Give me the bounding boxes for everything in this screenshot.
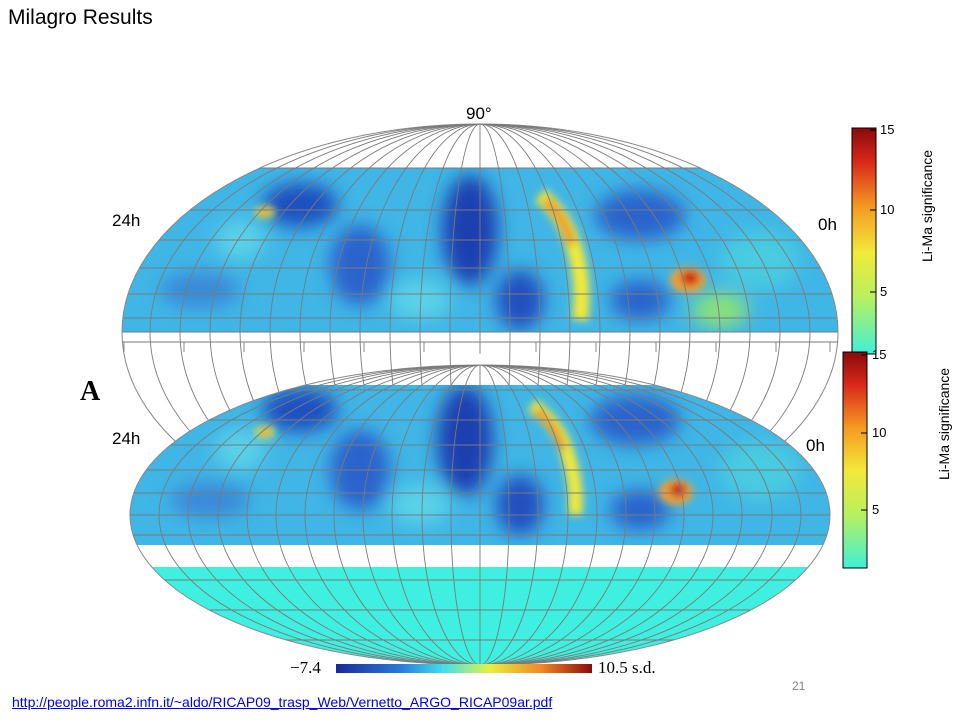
- top-colorbar-tick: 5: [880, 284, 888, 299]
- sd-scale-bar: [336, 664, 592, 673]
- top-right-ra-label: 0h: [818, 215, 837, 234]
- bottom-colorbar-tick: 15: [872, 347, 887, 362]
- top-pole-label: 90°: [466, 104, 492, 123]
- top-colorbar: [851, 127, 877, 355]
- source-link[interactable]: http://people.roma2.infn.it/~aldo/RICAP0…: [12, 694, 553, 710]
- bottom-right-ra-label: 0h: [806, 436, 825, 455]
- scale-max-label: 10.5 s.d.: [598, 658, 656, 677]
- top-colorbar-tick: 15: [880, 122, 895, 137]
- scale-min-label: −7.4: [290, 658, 321, 677]
- page-number: 21: [792, 679, 806, 693]
- slide-title: Milagro Results: [8, 6, 153, 29]
- bottom-sky-map: [129, 364, 831, 666]
- bottom-left-ra-label: 24h: [112, 429, 141, 448]
- top-sky-map: [121, 123, 839, 541]
- bottom-colorbar-label: Li-Ma significance: [936, 367, 952, 480]
- top-colorbar-label: Li-Ma significance: [919, 149, 935, 262]
- bottom-colorbar: [842, 351, 868, 569]
- bottom-colorbar-tick: 10: [872, 425, 887, 440]
- panel-letter: A: [80, 376, 101, 407]
- top-left-ra-label: 24h: [112, 211, 141, 230]
- top-colorbar-tick: 10: [880, 202, 895, 217]
- bottom-colorbar-tick: 5: [872, 502, 880, 517]
